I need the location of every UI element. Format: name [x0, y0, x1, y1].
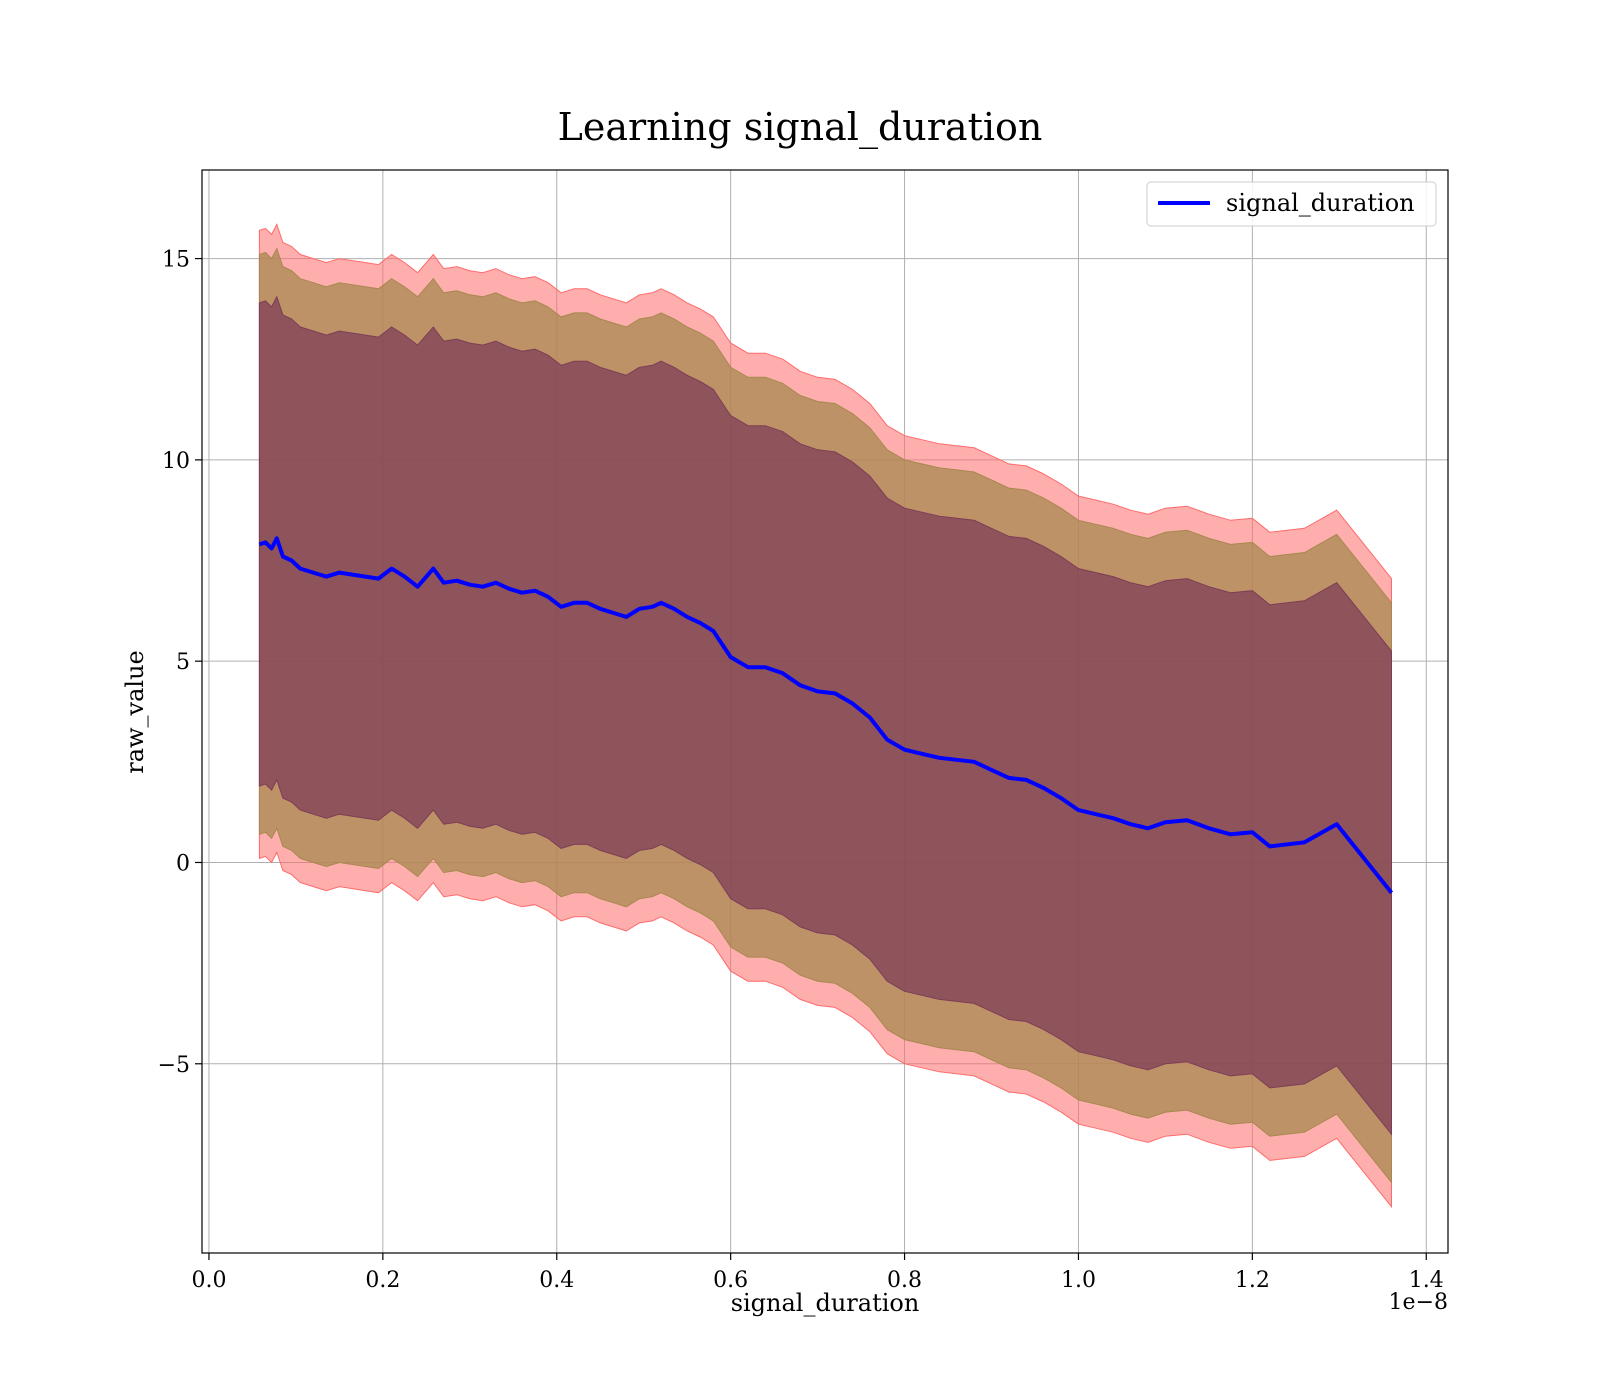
legend: signal_duration: [1146, 181, 1437, 227]
x-tick-label: 0.8: [887, 1268, 922, 1293]
y-tick-label: 15: [162, 248, 190, 273]
y-tick-label: 5: [176, 650, 190, 675]
y-tick-label: −5: [158, 1053, 190, 1078]
chart-title: Learning signal_duration: [558, 105, 1043, 150]
x-tick-label: 1.0: [1061, 1268, 1096, 1293]
y-tick-label: 0: [176, 851, 190, 876]
confidence-bands: [258, 223, 1392, 1209]
y-axis-label: raw_value: [121, 650, 149, 774]
series-line-signal-duration: [258, 536, 1394, 894]
x-axis-ticks: 0.0 0.2 0.4 0.6 0.8 1.0 1.2 1.4: [191, 1253, 1444, 1293]
y-axis-ticks: −5 0 5 10 15: [158, 248, 202, 1078]
inner-confidence-band: [258, 295, 1392, 1136]
x-tick-label: 1.4: [1409, 1268, 1444, 1293]
y-tick-label: 10: [162, 449, 190, 474]
x-tick-label: 0.0: [191, 1268, 226, 1293]
legend-frame: [1146, 181, 1437, 227]
x-tick-label: 1.2: [1235, 1268, 1270, 1293]
legend-entry-signal-duration: signal_duration: [1226, 189, 1415, 217]
x-axis-offset-label: 1e−8: [1389, 1290, 1448, 1315]
x-tick-label: 0.4: [539, 1268, 574, 1293]
plot-frame: [201, 169, 1449, 1254]
x-axis-label: signal_duration: [731, 1289, 920, 1317]
x-tick-label: 0.6: [713, 1268, 748, 1293]
series-lines: [258, 536, 1394, 894]
x-tick-label: 0.2: [365, 1268, 400, 1293]
